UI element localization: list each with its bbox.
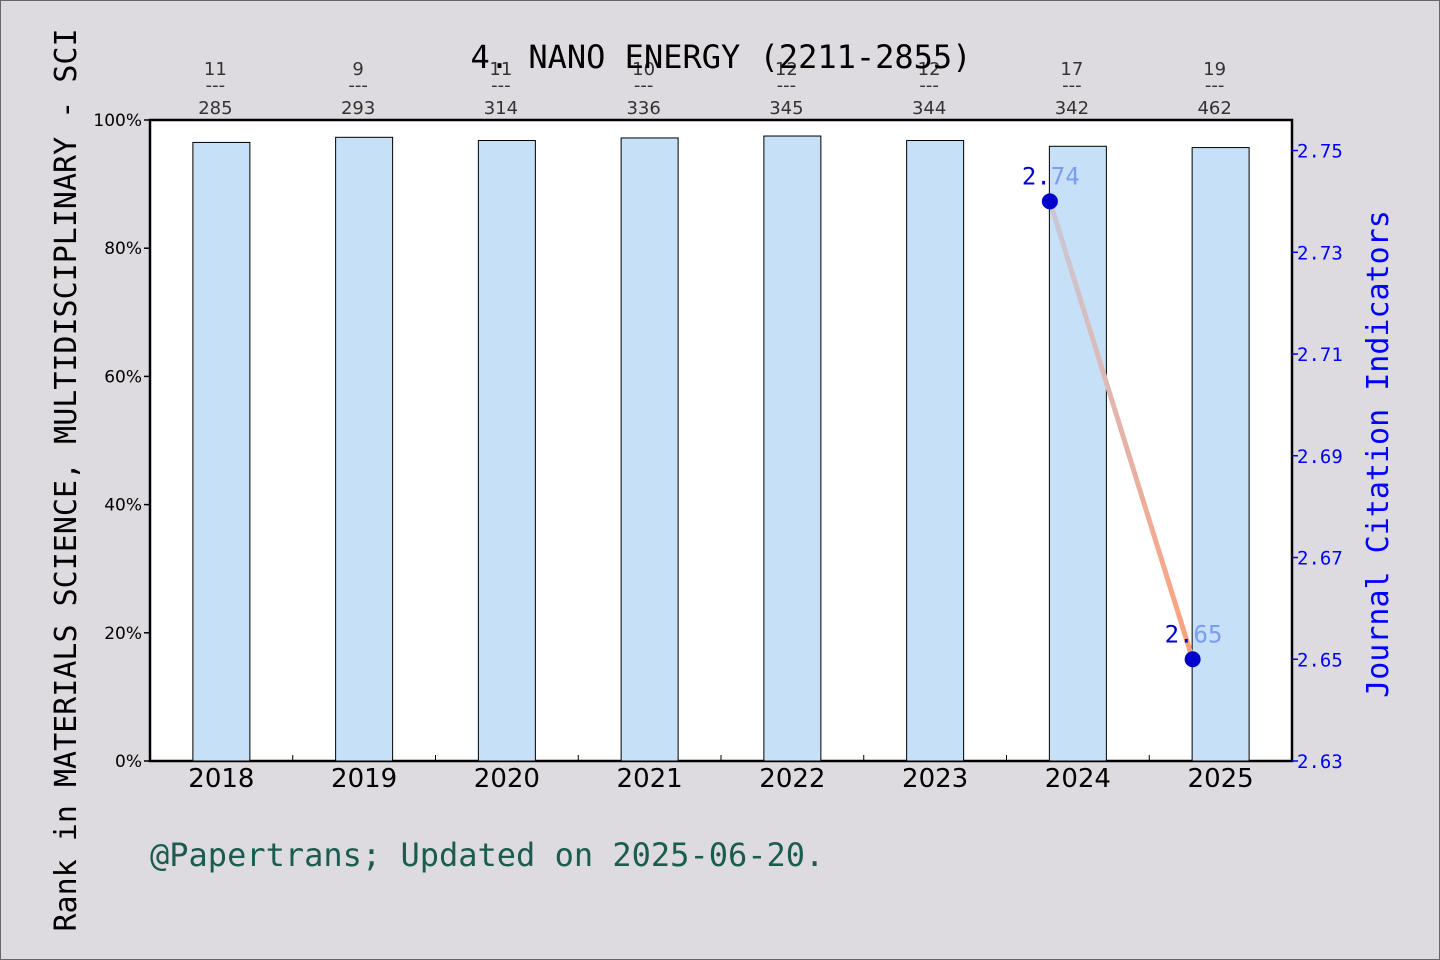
rank-label-2019: 9 bbox=[352, 59, 363, 80]
rank-total-2022: 345 bbox=[769, 98, 803, 119]
rank-label-2023: 12 bbox=[918, 59, 941, 80]
jci-point-2024 bbox=[1041, 193, 1058, 210]
x-tick-label-2025: 2025 bbox=[1188, 764, 1254, 794]
bar-2020 bbox=[477, 140, 536, 762]
y2-tick-label: 2.63 bbox=[1297, 751, 1343, 773]
bar-2025 bbox=[1191, 147, 1250, 762]
y2-tick-label: 2.67 bbox=[1297, 548, 1343, 570]
y2-axis-label: Journal Citation Indicators bbox=[1361, 210, 1396, 698]
rank-total-2021: 336 bbox=[626, 98, 660, 119]
rank-label-2020: 11 bbox=[489, 59, 512, 80]
y2-tick-label: 2.65 bbox=[1297, 649, 1343, 671]
bar-2024 bbox=[1048, 145, 1107, 762]
x-tick-label-2019: 2019 bbox=[331, 764, 397, 794]
bar-2022 bbox=[763, 135, 822, 762]
bar-2021 bbox=[620, 137, 679, 762]
y2-tick-label: 2.69 bbox=[1297, 446, 1343, 468]
bar-2019 bbox=[335, 136, 394, 762]
y-tick-label: 100% bbox=[93, 111, 142, 131]
rank-separator-2025: --- bbox=[1205, 75, 1225, 96]
rank-separator-2019: --- bbox=[348, 75, 368, 96]
x-tick-label-2022: 2022 bbox=[759, 764, 825, 794]
y2-tick-label: 2.71 bbox=[1297, 344, 1343, 366]
rank-separator-2018: --- bbox=[206, 75, 226, 96]
y-tick-label: 40% bbox=[104, 496, 142, 516]
y2-tick-label: 2.75 bbox=[1297, 141, 1343, 163]
rank-separator-2024: --- bbox=[1062, 75, 1082, 96]
y-tick-label: 20% bbox=[104, 624, 142, 644]
x-tick-label-2020: 2020 bbox=[474, 764, 540, 794]
rank-total-2020: 314 bbox=[484, 98, 518, 119]
rank-label-2022: 12 bbox=[775, 59, 798, 80]
rank-separator-2023: --- bbox=[919, 75, 939, 96]
rank-total-2025: 462 bbox=[1197, 98, 1231, 119]
rank-separator-2022: --- bbox=[777, 75, 797, 96]
x-tick-label-2024: 2024 bbox=[1045, 764, 1111, 794]
jci-series-line bbox=[1047, 198, 1196, 662]
bar-2018 bbox=[192, 141, 251, 762]
y-tick-label: 60% bbox=[104, 367, 142, 387]
rank-total-2024: 342 bbox=[1055, 98, 1089, 119]
jci-point-2025 bbox=[1184, 651, 1201, 668]
rank-total-2023: 344 bbox=[912, 98, 946, 119]
plot-area bbox=[148, 118, 1294, 763]
jci-value-label-2025: 2.65 bbox=[1165, 620, 1223, 648]
bar-2023 bbox=[906, 140, 965, 762]
rank-label-2021: 10 bbox=[632, 59, 655, 80]
rank-separator-2021: --- bbox=[634, 75, 654, 96]
jci-value-label-2024: 2.74 bbox=[1022, 162, 1080, 190]
rank-label-2024: 17 bbox=[1060, 59, 1083, 80]
rank-separator-2020: --- bbox=[491, 75, 511, 96]
rank-label-2018: 11 bbox=[204, 59, 227, 80]
y2-tick-label: 2.73 bbox=[1297, 242, 1343, 264]
x-tick-label-2023: 2023 bbox=[902, 764, 968, 794]
y-tick-label: 0% bbox=[115, 752, 142, 772]
rank-total-2018: 285 bbox=[198, 98, 232, 119]
rank-total-2019: 293 bbox=[341, 98, 375, 119]
y-tick-label: 80% bbox=[104, 239, 142, 259]
x-tick-label-2018: 2018 bbox=[188, 764, 254, 794]
y-axis-label: Rank in MATERIALS SCIENCE, MULTIDISCIPLI… bbox=[49, 28, 84, 931]
chart-title: 4. NANO ENERGY (2211-2855) bbox=[471, 38, 972, 76]
footer-note: @Papertrans; Updated on 2025-06-20. bbox=[150, 836, 824, 874]
x-tick-label-2021: 2021 bbox=[617, 764, 683, 794]
rank-label-2025: 19 bbox=[1203, 59, 1226, 80]
